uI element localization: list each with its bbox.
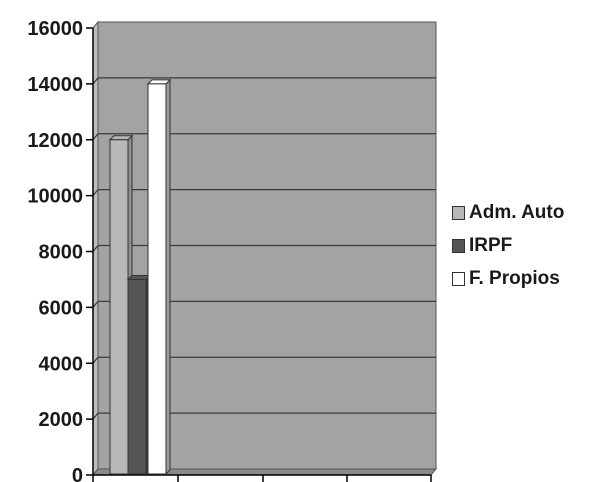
bar-top [146, 79, 172, 85]
bar-side [165, 78, 171, 476]
legend-item-irpf: IRPF [452, 229, 564, 262]
gridline-side [92, 77, 99, 85]
gridline-side [92, 133, 99, 141]
bar [109, 139, 129, 475]
gridline-side [92, 356, 99, 364]
legend-swatch-adm-auto [452, 205, 465, 220]
gridline-side [92, 245, 99, 252]
y-tick-label: 4000 [39, 353, 84, 375]
gridline-side [92, 412, 99, 420]
legend-label-f-propios: F. Propios [469, 267, 560, 289]
legend-label-adm-auto: Adm. Auto [469, 201, 565, 223]
legend-swatch-irpf [452, 238, 465, 253]
bar [147, 83, 167, 475]
bar-top [108, 135, 134, 141]
bar-top [126, 274, 152, 280]
bar [127, 278, 147, 475]
y-tick-label: 0 [72, 465, 83, 482]
y-tick-label: 8000 [39, 242, 84, 264]
y-tick-label: 12000 [27, 130, 83, 152]
y-tick-label: 10000 [27, 186, 83, 208]
legend-item-f-propios: F. Propios [452, 262, 564, 295]
y-tick-label: 6000 [39, 297, 84, 319]
legend-swatch-f-propios [452, 271, 465, 286]
y-tick-label: 16000 [27, 18, 83, 40]
legend-item-adm-auto: Adm. Auto [452, 196, 564, 229]
gridline-side [92, 189, 99, 197]
legend: Adm. Auto IRPF F. Propios [452, 196, 564, 295]
y-tick-label: 2000 [39, 409, 84, 431]
gridline-side [92, 300, 99, 308]
y-tick-label: 14000 [27, 74, 83, 96]
legend-label-irpf: IRPF [469, 234, 513, 256]
